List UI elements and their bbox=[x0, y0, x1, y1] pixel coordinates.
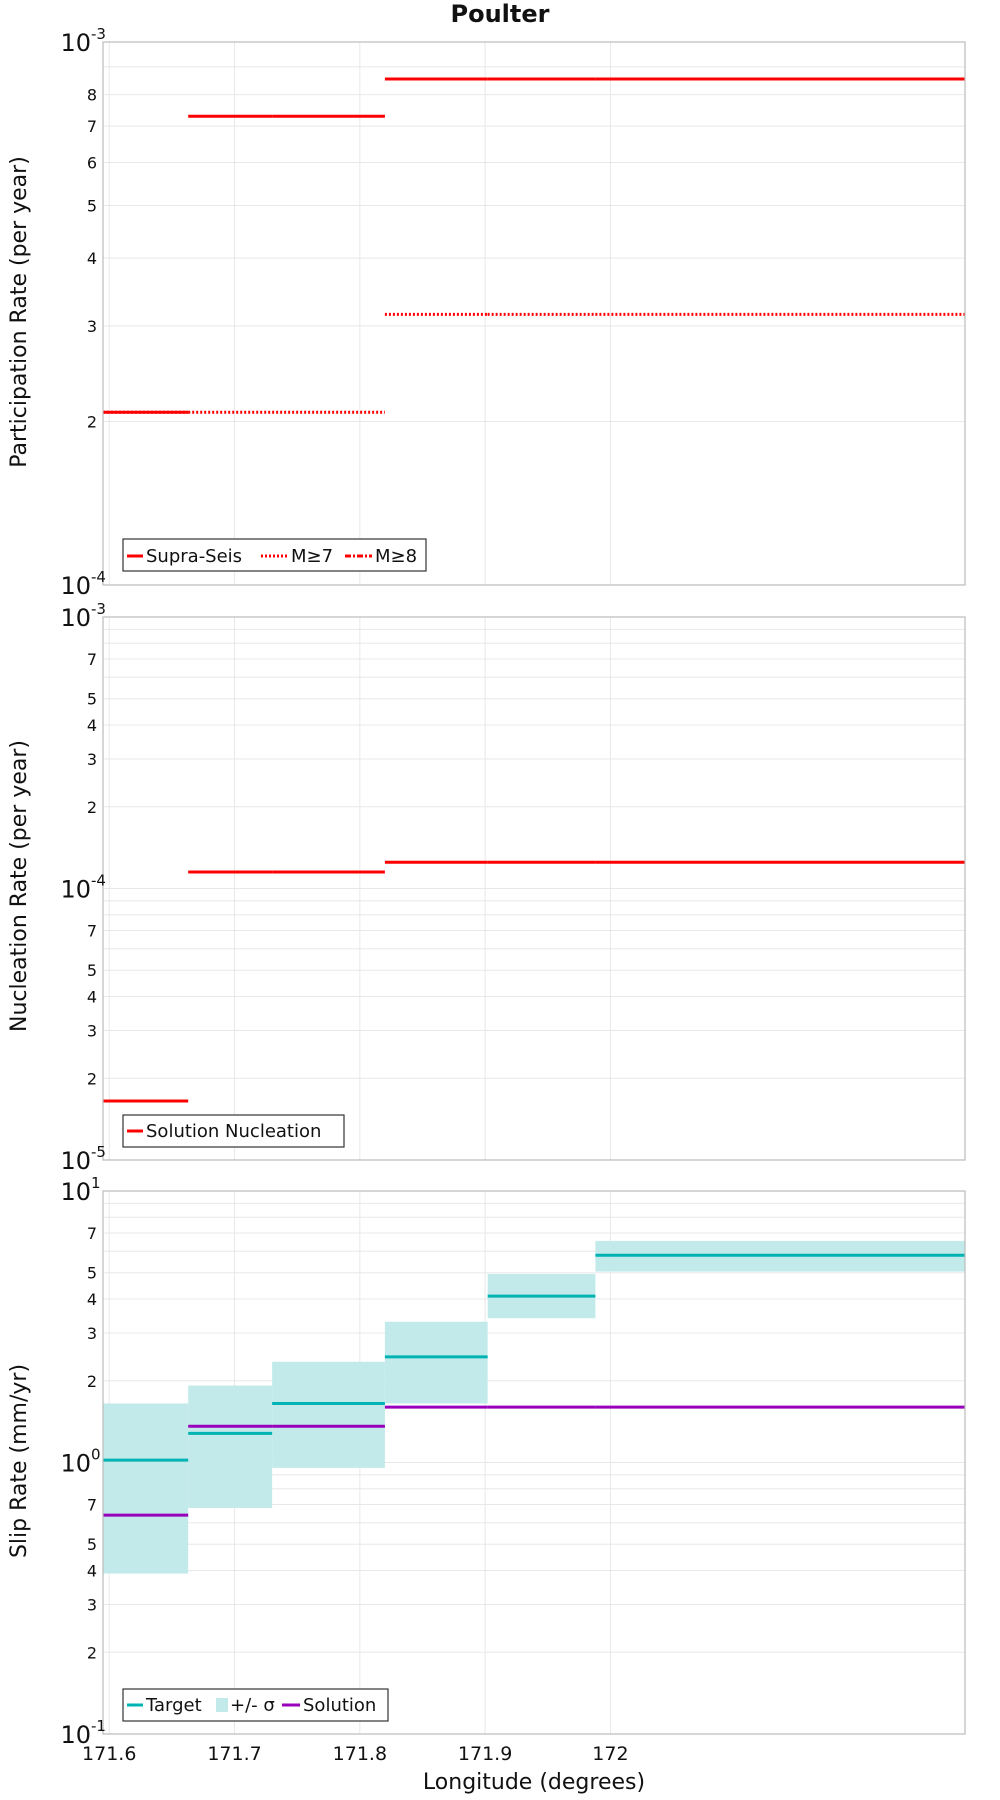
y-decade-label: 10 bbox=[60, 29, 91, 57]
y-tick-label: 2 bbox=[87, 413, 97, 432]
slip-series bbox=[103, 1253, 965, 1517]
y-tick-label: 3 bbox=[87, 1021, 97, 1040]
participation-legend: Supra-Seis M≥7 M≥8 bbox=[122, 538, 427, 572]
y-tick-label: 2 bbox=[87, 798, 97, 817]
y-decade-exponent: -4 bbox=[91, 568, 106, 586]
y-tick-label: 2 bbox=[87, 1069, 97, 1088]
participation-y-axis-label: Participation Rate (per year) bbox=[7, 156, 32, 468]
y-decade-label: 10 bbox=[60, 1178, 91, 1206]
slip-grid bbox=[103, 1191, 965, 1735]
nucleation-plot-frame bbox=[102, 616, 966, 1161]
y-tick-label: 5 bbox=[87, 1264, 97, 1283]
x-tick-label: 172 bbox=[592, 1743, 628, 1765]
y-tick-label: 3 bbox=[87, 1324, 97, 1343]
y-tick-label: 4 bbox=[87, 1562, 97, 1581]
nucleation-y-axis-label: Nucleation Rate (per year) bbox=[7, 740, 32, 1032]
y-tick-label: 4 bbox=[87, 249, 97, 268]
legend-label-solution: Solution bbox=[303, 1695, 376, 1716]
x-axis-label: Longitude (degrees) bbox=[423, 1770, 645, 1795]
sigma-band bbox=[103, 1403, 189, 1574]
y-decade-exponent: -1 bbox=[91, 1717, 106, 1735]
legend-box bbox=[122, 1688, 389, 1722]
legend-label-solution-nucleation: Solution Nucleation bbox=[146, 1121, 321, 1142]
y-tick-label: 2 bbox=[87, 1372, 97, 1391]
x-tick-label: 171.7 bbox=[207, 1743, 261, 1765]
y-decade-label: 10 bbox=[60, 604, 91, 632]
nucleation-series bbox=[103, 860, 965, 1103]
legend-swatch-sigma bbox=[216, 1698, 228, 1712]
y-tick-label: 4 bbox=[87, 716, 97, 735]
sigma-band bbox=[188, 1385, 273, 1508]
legend-label-m8: M≥8 bbox=[375, 546, 417, 567]
y-tick-label: 5 bbox=[87, 690, 97, 709]
y-tick-label: 4 bbox=[87, 1290, 97, 1309]
nucleation-grid bbox=[103, 617, 965, 1161]
participation-panel: Participation Rate (per year) 234567810-… bbox=[7, 25, 966, 600]
x-tick-label: 171.6 bbox=[82, 1743, 136, 1765]
nucleation-panel: Nucleation Rate (per year) 754327543210-… bbox=[7, 600, 966, 1175]
y-decade-exponent: 1 bbox=[91, 1174, 101, 1192]
y-decade-label: 10 bbox=[60, 1721, 91, 1749]
slip-y-axis-label: Slip Rate (mm/yr) bbox=[7, 1364, 32, 1558]
participation-series bbox=[103, 77, 965, 414]
y-decade-exponent: -3 bbox=[91, 600, 106, 618]
y-tick-label: 5 bbox=[87, 196, 97, 215]
legend-label-supra-seis: Supra-Seis bbox=[146, 546, 242, 567]
y-tick-label: 7 bbox=[87, 1496, 97, 1515]
y-decade-exponent: -5 bbox=[91, 1143, 106, 1161]
legend-label-sigma: +/- σ bbox=[230, 1695, 275, 1716]
y-tick-label: 6 bbox=[87, 153, 97, 172]
y-tick-label: 7 bbox=[87, 650, 97, 669]
sigma-band bbox=[384, 1321, 488, 1404]
y-decade-label: 10 bbox=[60, 876, 91, 904]
slip-legend: Target +/- σ Solution bbox=[122, 1688, 389, 1722]
y-decade-label: 10 bbox=[60, 572, 91, 600]
y-tick-label: 5 bbox=[87, 1535, 97, 1554]
legend-label-m7: M≥7 bbox=[291, 546, 333, 567]
y-decade-label: 10 bbox=[60, 1147, 91, 1175]
participation-plot-frame bbox=[102, 41, 966, 586]
legend-box bbox=[122, 1114, 345, 1148]
sigma-band bbox=[272, 1361, 385, 1468]
y-tick-label: 5 bbox=[87, 961, 97, 980]
chart-title: Poulter bbox=[451, 0, 550, 28]
y-decade-exponent: -3 bbox=[91, 25, 106, 43]
y-decade-label: 10 bbox=[60, 1450, 91, 1478]
y-tick-label: 3 bbox=[87, 317, 97, 336]
y-tick-label: 3 bbox=[87, 750, 97, 769]
x-tick-label: 171.8 bbox=[333, 1743, 387, 1765]
y-decade-exponent: 0 bbox=[91, 1446, 101, 1464]
x-tick-label: 171.9 bbox=[458, 1743, 512, 1765]
x-axis-ticks: 171.6 171.7 171.8 171.9 172 bbox=[82, 1743, 628, 1765]
legend-label-target: Target bbox=[145, 1695, 202, 1716]
y-tick-label: 3 bbox=[87, 1595, 97, 1614]
y-tick-label: 7 bbox=[87, 117, 97, 136]
y-tick-label: 7 bbox=[87, 1224, 97, 1243]
nucleation-legend: Solution Nucleation bbox=[122, 1114, 345, 1148]
y-decade-exponent: -4 bbox=[91, 872, 106, 890]
slip-plot-frame bbox=[102, 1190, 966, 1735]
y-tick-label: 7 bbox=[87, 922, 97, 941]
y-tick-label: 8 bbox=[87, 86, 97, 105]
y-tick-label: 2 bbox=[87, 1643, 97, 1662]
y-tick-label: 4 bbox=[87, 988, 97, 1007]
